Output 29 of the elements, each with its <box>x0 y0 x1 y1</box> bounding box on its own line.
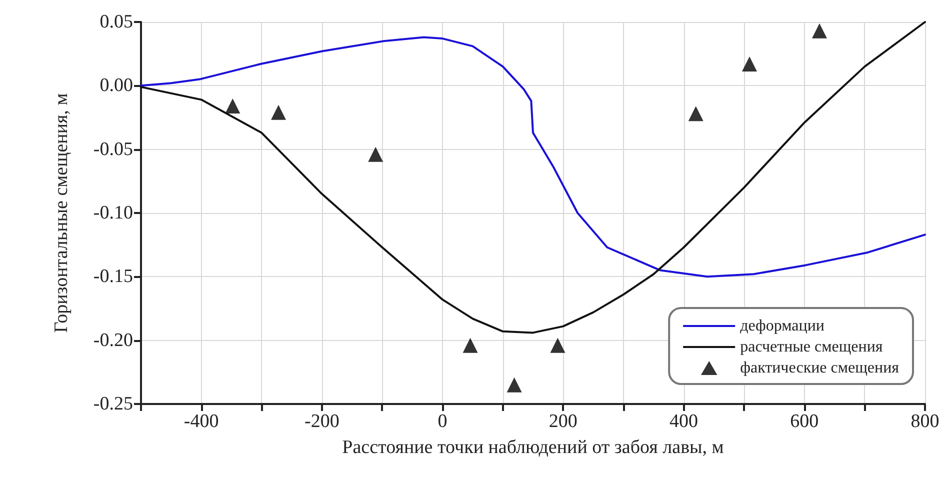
y-tick-label: -0.10 <box>93 202 133 224</box>
legend-label: расчетные смещения <box>740 338 884 356</box>
y-tick-label: 0.00 <box>100 75 133 96</box>
x-axis-title: Расстояние точки наблюдений от забоя лавы, м <box>342 437 724 458</box>
point <box>506 377 522 392</box>
x-tick-label: 800 <box>910 411 940 432</box>
x-tick-label: 200 <box>548 411 578 432</box>
legend-label: фактические смещения <box>740 360 900 376</box>
point <box>742 56 758 72</box>
point <box>368 146 384 162</box>
y-tick-label: -0.05 <box>93 138 133 160</box>
x-tick-label: -200 <box>304 411 340 432</box>
point <box>550 338 566 353</box>
x-tick-label: 400 <box>670 411 698 432</box>
legend-label: деформации <box>740 318 825 334</box>
y-axis-title: Горизонтальные смещения, м <box>51 93 72 333</box>
y-tick-label: 0.05 <box>100 12 133 32</box>
y-tick-label: -0.25 <box>93 394 133 414</box>
point <box>271 104 286 120</box>
point <box>462 338 478 353</box>
y-tick-label: -0.15 <box>93 266 133 288</box>
point <box>812 23 827 38</box>
y-tick-label: -0.20 <box>93 330 133 351</box>
line-series <box>140 36 926 278</box>
x-tick-label: 600 <box>790 411 819 432</box>
point <box>225 98 240 114</box>
point <box>688 106 704 122</box>
x-tick-label: 0 <box>438 411 448 432</box>
x-tick-label: -400 <box>184 411 219 432</box>
